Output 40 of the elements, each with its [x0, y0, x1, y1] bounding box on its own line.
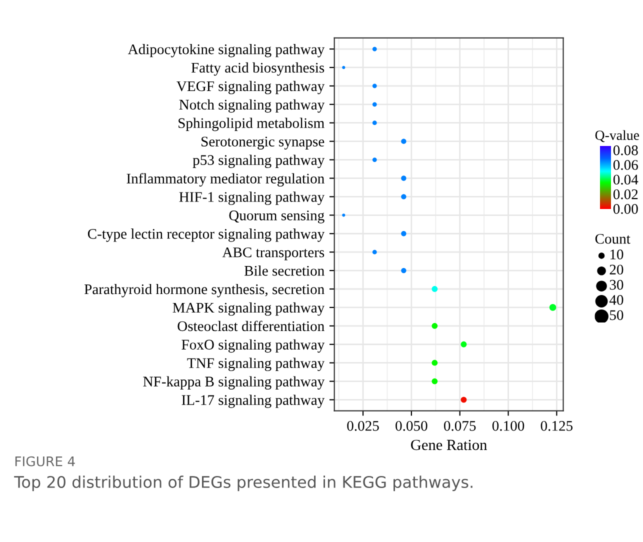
caption: FIGURE 4	[15, 456, 75, 466]
x-tick-label: 0.050	[396, 420, 428, 431]
color-bar-label: 0.02	[613, 189, 638, 200]
x-tick-label: 0.025	[347, 420, 379, 431]
y-tick-label: p53 signaling pathway	[192, 154, 325, 168]
y-tick-label: IL-17 signaling pathway	[182, 394, 325, 408]
legend-label: 50	[610, 310, 624, 320]
x-axis-title: Gene Ration	[411, 440, 487, 450]
y-tick-label: Parathyroid hormone synthesis, secretion	[84, 284, 324, 298]
legend-label: 30	[610, 280, 624, 290]
y-tick-label: FoxO signaling pathway	[182, 339, 325, 353]
x-tick-label: 0.125	[540, 420, 573, 431]
y-tick-label: Notch signaling pathway	[179, 99, 325, 113]
legend-label: 40	[609, 295, 624, 305]
y-tick-label: Sphingolipid metabolism	[178, 118, 324, 132]
y-tick-label: Adipocytokine signaling pathway	[128, 44, 325, 58]
y-tick-label: ABC transporters	[222, 247, 324, 260]
y-tick-label: HIF-1 signaling pathway	[179, 192, 325, 205]
color-bar-label: 0.04	[613, 174, 638, 185]
legend-title: Count	[595, 234, 630, 244]
text: Top 20 distribution of DEGs presented in KEGG pathways.	[14, 476, 472, 492]
y-tick-label: Fatty acid biosynthesis	[191, 62, 324, 76]
y-tick-label: Bile secretion	[244, 265, 324, 276]
y-tick-label: Quorum sensing	[229, 210, 324, 224]
y-tick-label: Osteoclast differentiation	[178, 320, 324, 332]
y-tick-label: TNF signaling pathway	[187, 358, 325, 372]
y-tick-label: MAPK signaling pathway	[172, 302, 325, 316]
color-bar-label: 0.08	[613, 145, 638, 156]
x-tick-label: 0.100	[492, 420, 524, 431]
color-bar-title: Q-value	[595, 130, 640, 142]
y-tick-label: Serotonergic synapse	[202, 136, 324, 150]
y-tick-label: NF-kappa B signaling pathway	[143, 376, 325, 390]
y-tick-label: Inflammatory mediator regulation	[126, 173, 324, 187]
color-bar-label: 0.00	[613, 204, 638, 214]
y-tick-label: C-type lectin receptor signaling pathway	[88, 228, 325, 242]
y-tick-label: VEGF signaling pathway	[176, 80, 325, 94]
color-bar-label: 0.06	[613, 160, 638, 170]
legend-label: 10	[610, 250, 624, 260]
x-tick-label: 0.075	[444, 420, 476, 431]
legend-label: 20	[610, 264, 624, 275]
